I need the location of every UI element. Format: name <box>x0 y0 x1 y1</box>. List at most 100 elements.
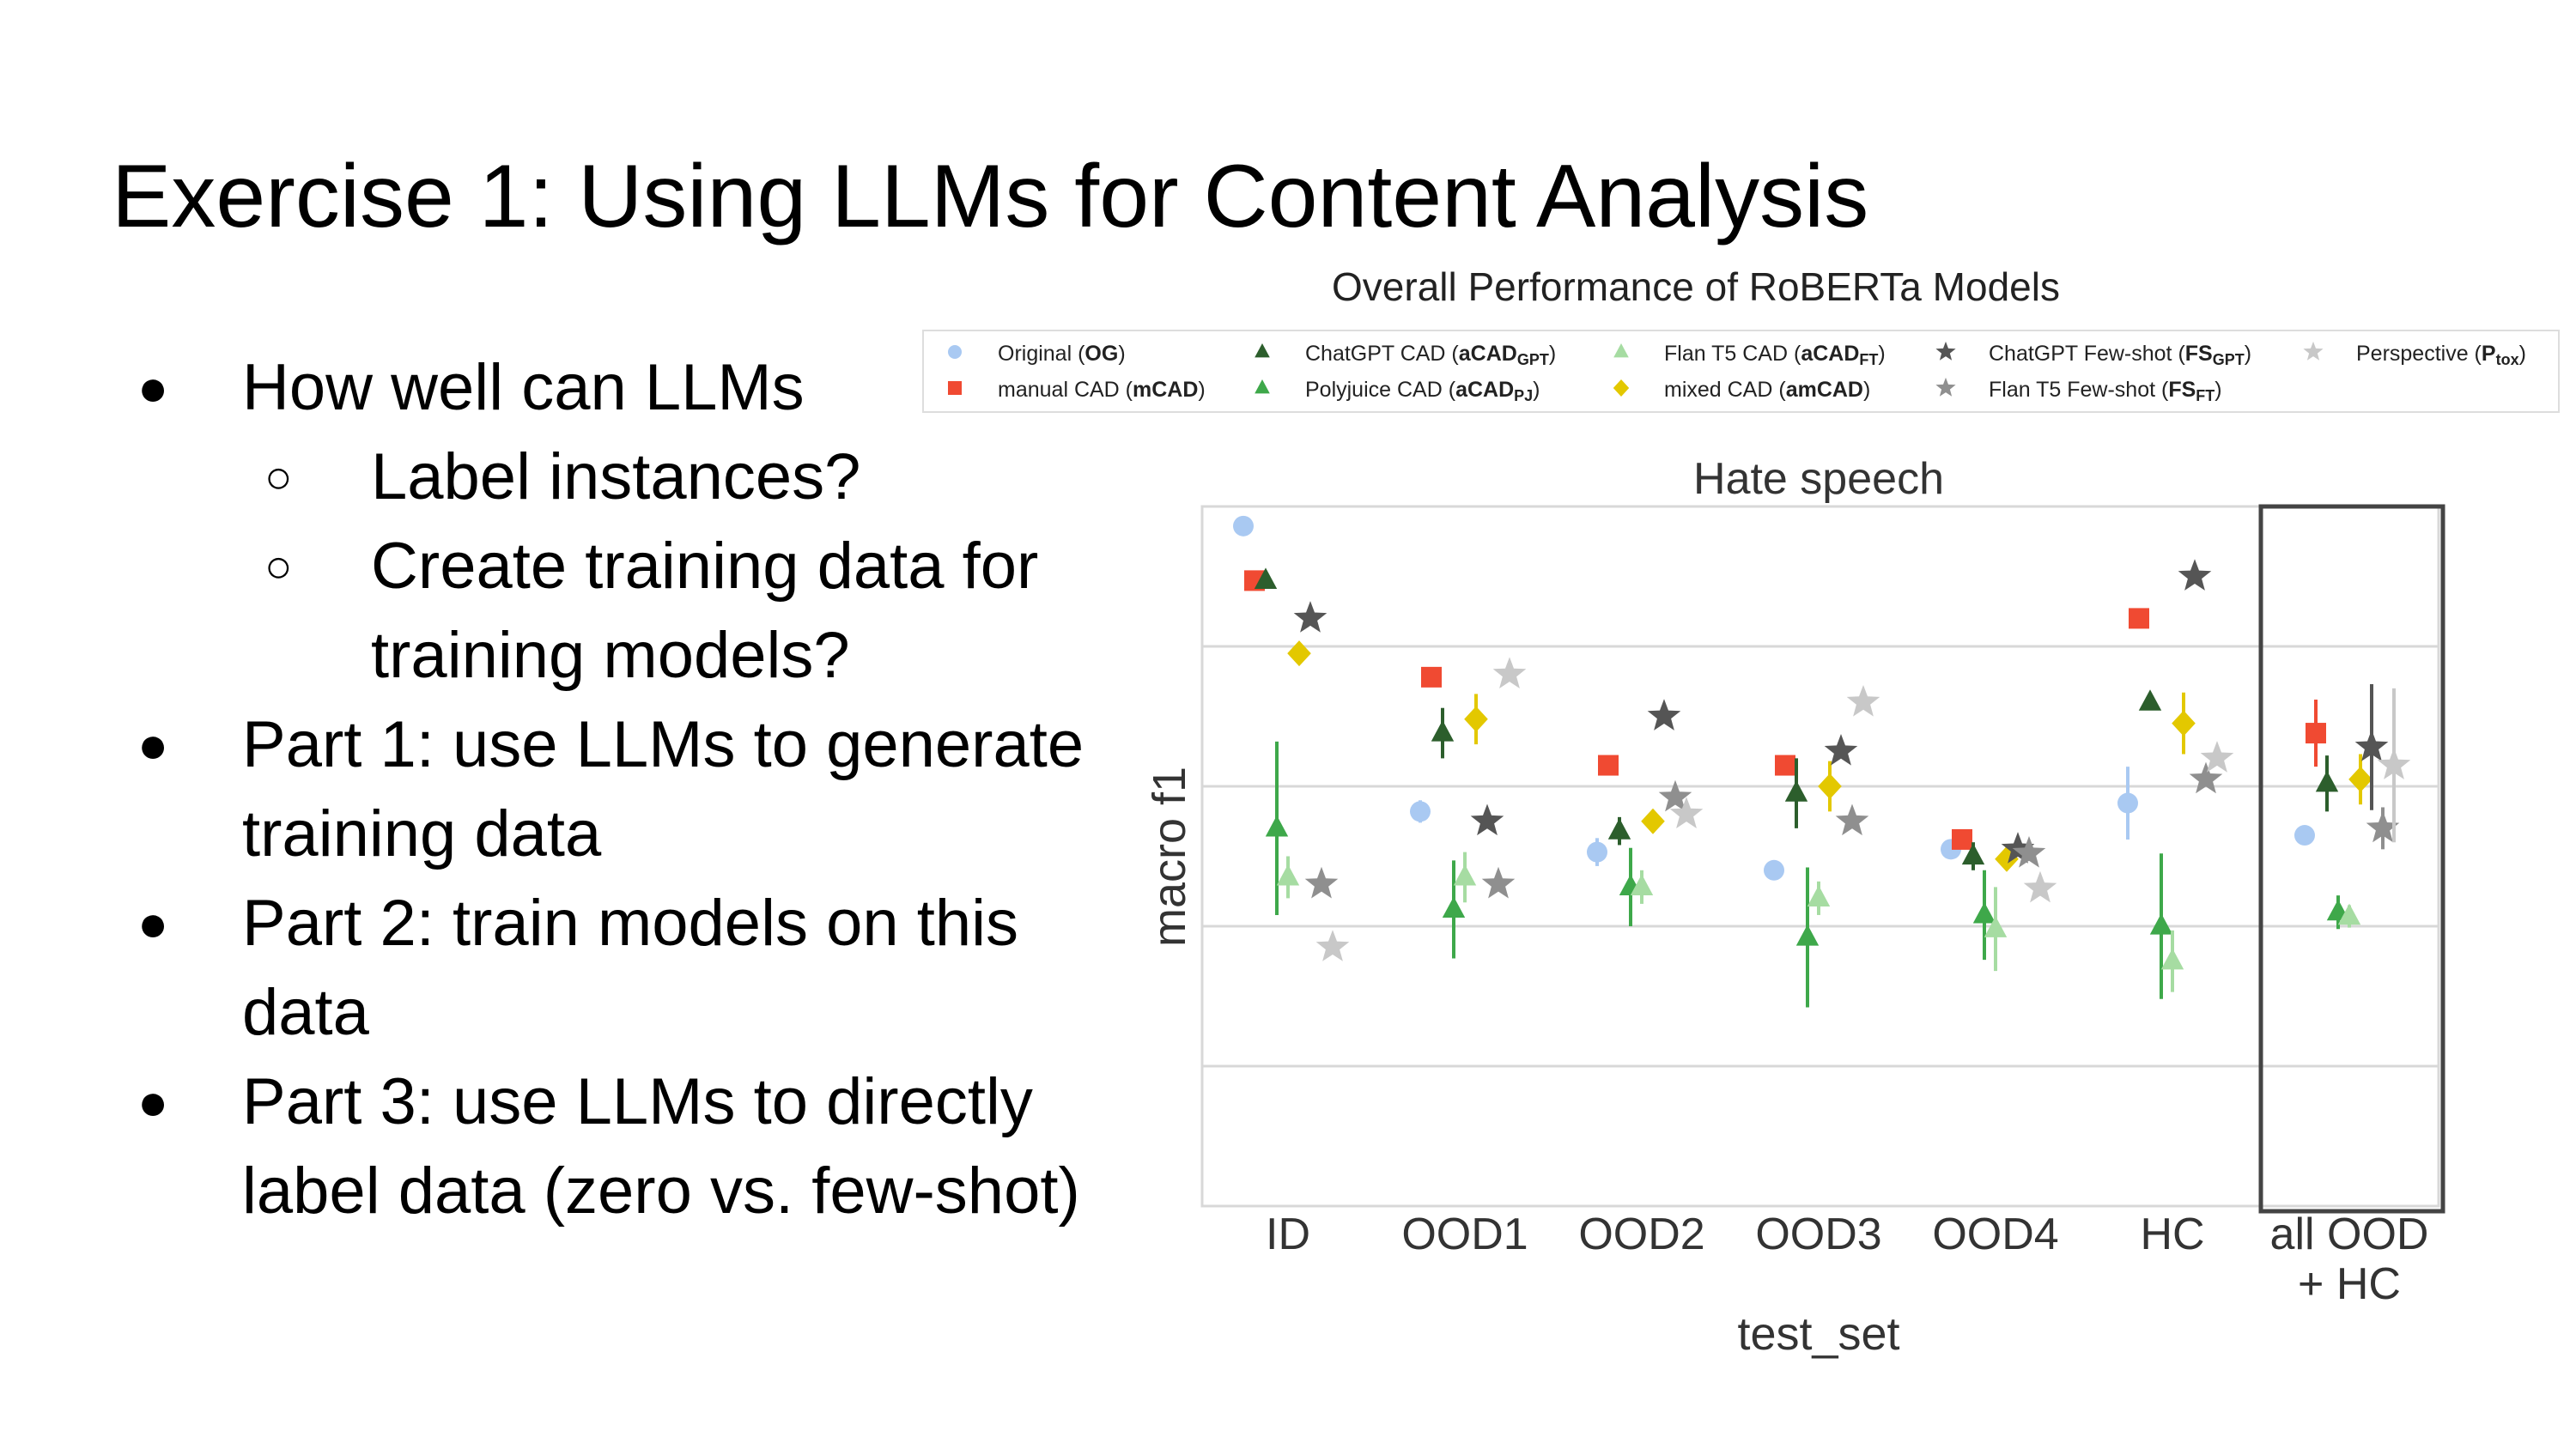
bullet-marker: ● <box>137 716 169 773</box>
x-tick-label: all OOD <box>2270 1210 2429 1259</box>
data-point <box>1304 866 1339 899</box>
bullet-text: Part 3: use LLMs to directly label data … <box>242 1065 1080 1228</box>
data-point <box>2348 766 2372 792</box>
data-point <box>1431 720 1455 742</box>
data-point <box>2306 723 2326 744</box>
bullet-text: Part 1: use LLMs to generate training da… <box>242 708 1084 870</box>
x-tick-labels: ID OOD1 OOD2 OOD3 OOD4 HC all OOD+ HC <box>1266 1210 2428 1309</box>
data-point <box>2315 770 2339 792</box>
bullet-item: ● How well can LLMs <box>137 343 1125 433</box>
legend-entry-label: Perspective (Ptox) <box>2356 342 2526 368</box>
data-point <box>2172 710 2196 737</box>
bullet-text: Part 2: train models on this data <box>242 887 1018 1049</box>
data-point <box>1972 901 1996 924</box>
legend-marker <box>948 345 962 359</box>
sub-bullet-marker: ○ <box>264 541 293 592</box>
legend-marker <box>2303 341 2324 361</box>
data-point <box>1952 828 1972 850</box>
data-point <box>1835 803 1869 836</box>
legend-entry-label: ChatGPT CAD (aCADGPT) <box>1305 342 1556 368</box>
data-marks <box>1233 515 2411 1008</box>
bullet-list: ● How well can LLMs ○ Label instances? ○… <box>137 343 1125 1236</box>
data-point <box>2354 730 2389 761</box>
data-point <box>2012 836 2046 868</box>
data-point <box>1276 864 1300 886</box>
data-point <box>1254 567 1278 589</box>
data-point <box>1764 859 1784 881</box>
data-point <box>2160 948 2184 970</box>
bullet-marker: ● <box>137 1073 169 1131</box>
data-point <box>1293 601 1327 633</box>
data-point <box>1984 916 2008 937</box>
legend-entry-label: mixed CAD (amCAD) <box>1664 378 1870 402</box>
data-point <box>1824 734 1858 766</box>
data-point <box>1658 779 1692 812</box>
x-tick-label: OOD2 <box>1578 1210 1704 1259</box>
legend-entry-label: Flan T5 CAD (aCADFT) <box>1664 342 1886 368</box>
y-axis-label: macro f1 <box>1144 767 1195 947</box>
data-point <box>1464 706 1488 732</box>
x-tick-label: OOD3 <box>1755 1210 1881 1259</box>
data-point <box>1818 773 1842 799</box>
bullet-marker: ● <box>137 359 169 416</box>
legend-marker <box>1255 343 1270 358</box>
slide-title: Exercise 1: Using LLMs for Content Analy… <box>112 147 1869 246</box>
data-point <box>1647 699 1681 731</box>
legend-marker <box>1935 377 1956 397</box>
data-point <box>1492 657 1527 688</box>
legend-entry-label: Original (OG) <box>998 342 1126 366</box>
x-tick-label: + HC <box>2298 1259 2401 1309</box>
bullet-text: How well can LLMs <box>242 351 805 424</box>
data-point <box>1807 885 1831 906</box>
legend-marker <box>1935 341 1956 361</box>
data-point <box>1470 803 1504 836</box>
x-axis-label: test_set <box>1737 1308 1899 1360</box>
data-point <box>1453 864 1477 886</box>
data-point <box>1846 685 1880 717</box>
data-point <box>1961 843 1985 865</box>
data-point <box>1233 515 1254 537</box>
plot-title: Hate speech <box>1693 454 1944 504</box>
data-point <box>1421 666 1442 688</box>
highlight-box <box>2258 504 2445 1214</box>
data-point <box>2129 608 2149 629</box>
data-point <box>2366 810 2400 843</box>
data-point <box>2377 748 2411 779</box>
data-point <box>2117 792 2138 814</box>
legend-marker <box>1255 379 1270 394</box>
data-point <box>1442 896 1466 919</box>
legend-entry-label: manual CAD (mCAD) <box>998 378 1206 402</box>
sub-bullet-item: ○ Create training data for training mode… <box>137 522 1125 700</box>
x-tick-label: HC <box>2140 1210 2204 1259</box>
legend-marker <box>1613 379 1630 397</box>
data-point <box>2294 825 2315 846</box>
x-tick-label: OOD1 <box>1401 1210 1528 1259</box>
plot-area <box>1200 505 2440 1208</box>
bullet-item: ● Part 1: use LLMs to generate training … <box>137 700 1125 879</box>
data-point <box>1481 866 1516 899</box>
data-point <box>2337 903 2361 925</box>
bullet-item: ● Part 3: use LLMs to directly label dat… <box>137 1058 1125 1236</box>
data-point <box>1607 818 1631 840</box>
legend-entry-label: Flan T5 Few-shot (FSFT) <box>1989 378 2222 404</box>
x-tick-label: OOD4 <box>1932 1210 2058 1259</box>
data-point <box>2178 559 2212 591</box>
legend-box <box>922 330 2560 413</box>
data-point <box>1630 874 1654 895</box>
data-point <box>2200 741 2234 773</box>
legend-marker <box>948 381 962 395</box>
data-point <box>1669 797 1704 828</box>
data-point <box>1315 930 1350 961</box>
legend-entry-label: Polyjuice CAD (aCADPJ) <box>1305 378 1540 404</box>
data-point <box>2023 870 2057 903</box>
sub-bullet-text: Label instances? <box>371 440 861 513</box>
legend-entry-label: ChatGPT Few-shot (FSGPT) <box>1989 342 2251 368</box>
sub-bullet-item: ○ Label instances? <box>137 433 1125 522</box>
chart-suptitle: Overall Performance of RoBERTa Models <box>1332 264 2060 309</box>
sub-bullet-marker: ○ <box>264 452 293 503</box>
legend-marker <box>1613 343 1629 358</box>
data-point <box>1795 925 1820 946</box>
data-point <box>2001 832 2035 864</box>
legend: Original (OG) ChatGPT CAD (aCADGPT) Flan T… <box>948 341 2526 404</box>
